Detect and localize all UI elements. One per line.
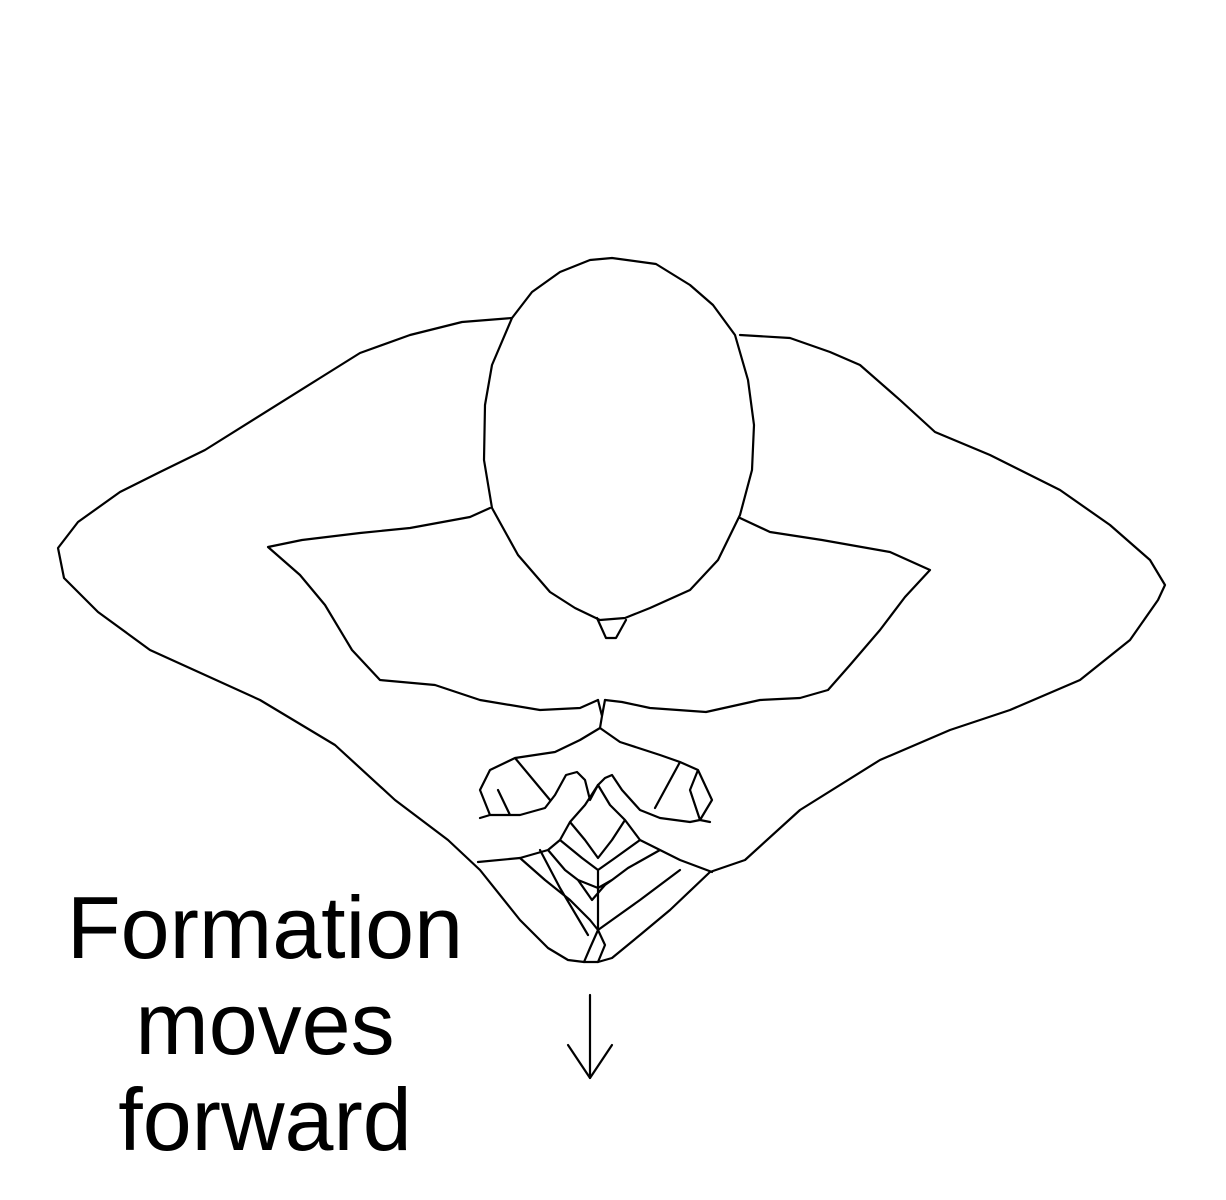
caption: Formation moves forward (30, 880, 500, 1168)
left-inner-arm (266, 506, 600, 712)
right-hand (596, 726, 714, 824)
caption-line-1: Formation (66, 878, 464, 977)
caption-line-2: moves (135, 974, 395, 1073)
right-inner-arm (603, 516, 932, 714)
arrow-down-icon (566, 993, 614, 1080)
head-tip (595, 616, 628, 640)
hand-palm-grid (476, 783, 714, 964)
head (482, 256, 756, 622)
caption-line-3: forward (118, 1070, 412, 1169)
body-outline (56, 316, 1167, 964)
left-hand (478, 726, 602, 820)
center-connector (596, 698, 607, 730)
